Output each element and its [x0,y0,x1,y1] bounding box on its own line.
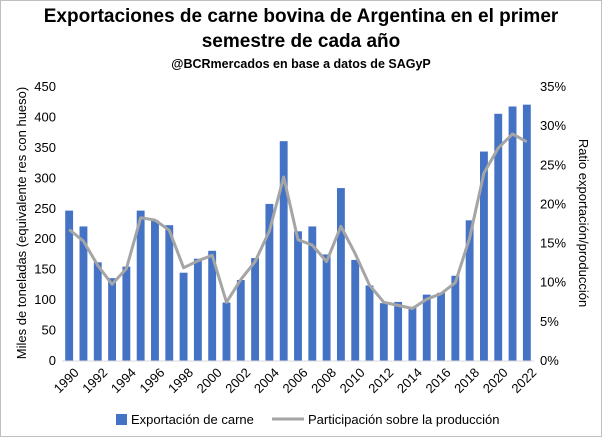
y-tick-label-left: 300 [34,170,56,185]
bar [136,210,145,361]
bar [165,225,174,361]
bar-series-exportacion [65,104,531,362]
bar [222,302,231,361]
bar [93,262,102,361]
x-tick-label: 2014 [394,365,425,396]
bar [480,151,488,361]
bar [279,141,288,361]
y-tick-label-right: 35% [540,79,566,94]
x-tick-label: 2018 [451,365,482,396]
y-tick-label-left: 400 [34,109,56,124]
line-path [68,132,528,310]
x-tick-label: 2012 [365,365,396,396]
bar [79,226,88,361]
bar [322,254,331,361]
y-tick-label-left: 200 [34,231,56,246]
x-tick-label: 1992 [79,365,110,396]
bar [451,275,460,361]
y-tick-label-right: 0% [540,353,559,368]
bar [465,220,474,361]
bar [422,294,431,361]
bar [394,301,403,361]
x-tick-label: 2020 [480,365,511,396]
x-tick-label: 2006 [279,365,310,396]
y-tick-label-left: 50 [42,323,56,338]
y-tick-label-right: 10% [540,275,566,290]
legend-label-exportacion: Exportación de carne [131,412,254,427]
y-tick-label-right: 25% [540,157,566,172]
legend-label-participacion: Participación sobre la producción [308,412,500,427]
bar [208,250,217,361]
bar [437,292,445,361]
left-axis: 0 50 100 150 200 250 300 350 400 450 [34,79,56,368]
y-tick-label-right: 30% [540,118,566,133]
chart-title-line2: semestre de cada año [201,31,401,52]
bar [508,106,517,362]
y-tick-label-left: 250 [34,201,56,216]
bar [336,188,345,361]
bar [236,280,245,361]
y-tick-label-left: 350 [34,140,56,155]
legend: Exportación de carne Participación sobre… [116,412,500,427]
bar [365,285,374,361]
x-tick-label: 1990 [51,365,82,396]
bar [308,226,317,361]
bar [494,113,503,362]
y-tick-label-right: 5% [540,314,559,329]
x-tick-label: 2000 [194,365,225,396]
chart-title-line1: Exportaciones de carne bovina de Argenti… [43,6,559,27]
y-tick-label-left: 150 [34,262,56,277]
y-tick-label-right: 15% [540,236,566,251]
y-axis-label-left: Miles de toneladas (equivalente res con … [14,87,29,359]
x-tick-label: 2022 [508,365,539,396]
x-axis: 1990199219941996199820002002200420062008… [51,360,539,396]
x-tick-label: 1998 [165,365,196,396]
bar [65,210,74,361]
y-tick-label-left: 0 [49,353,56,368]
x-tick-label: 2016 [423,365,454,396]
chart-subtitle: @BCRmercados en base a datos de SAGyP [171,57,431,71]
x-tick-label: 2010 [337,365,368,396]
bar [294,231,302,361]
bar [251,258,260,361]
x-tick-label: 1996 [136,365,167,396]
y-tick-label-left: 100 [34,292,56,307]
x-tick-label: 1994 [108,365,139,396]
bar [108,278,116,361]
y-tick-label-left: 450 [34,79,56,94]
y-axis-label-right: Ratio exportación/producción [576,139,591,307]
x-tick-label: 2008 [308,365,339,396]
x-tick-label: 2002 [222,365,253,396]
bar [265,203,274,361]
bar [408,306,417,361]
bar [151,220,159,361]
right-axis: 0% 5% 10% 15% 20% 25% 30% 35% [540,79,566,368]
y-tick-label-right: 20% [540,196,566,211]
bar [122,266,131,361]
legend-swatch-exportacion [116,414,127,425]
bar [379,303,388,361]
bar [193,258,202,361]
x-tick-label: 2004 [251,365,282,396]
bar [179,272,188,361]
bar [351,259,360,361]
line-series-participacion [68,132,528,310]
bar [522,104,531,361]
